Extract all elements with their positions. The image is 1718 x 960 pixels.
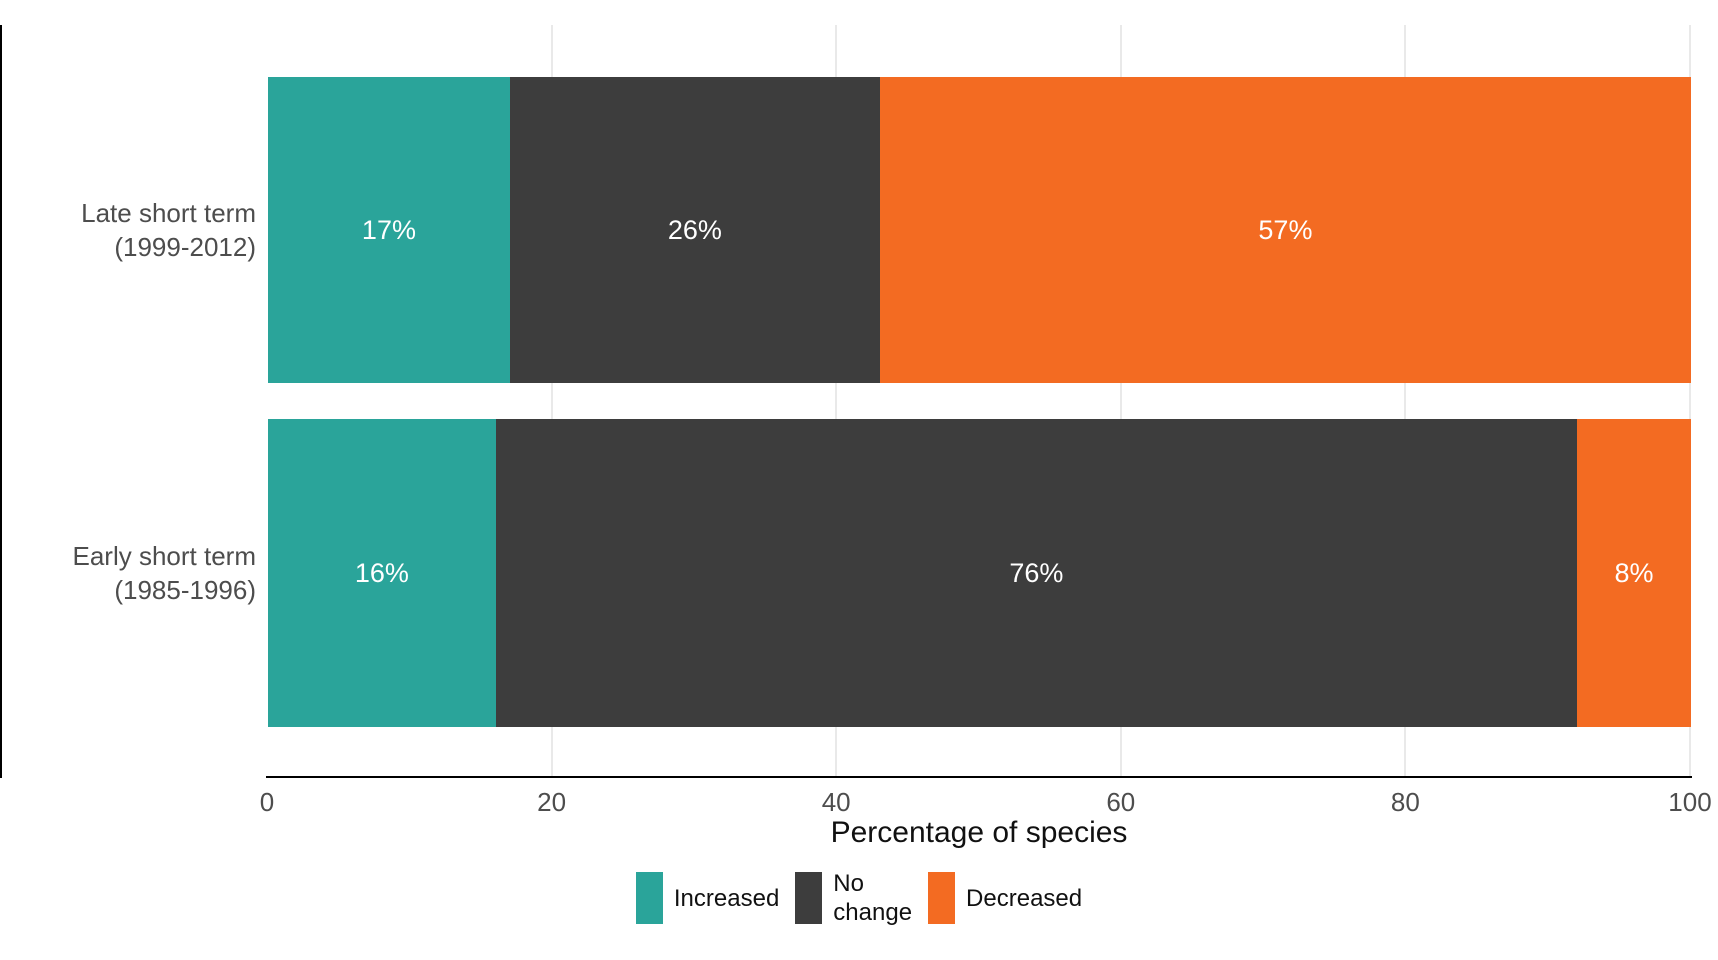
category-label-early-short-term: Early short term (1985-1996)	[72, 541, 257, 605]
bar-row-1: 16% 76% 8%	[268, 419, 1691, 727]
grid-line-20	[550, 25, 553, 778]
legend-item-label: Decreased	[966, 884, 1083, 912]
grid-line-100	[1689, 25, 1691, 778]
bar-segment: 57%	[879, 77, 1691, 383]
bar-segment: 17%	[268, 77, 510, 383]
bar-segment: 16%	[268, 419, 496, 727]
bar-segment: 76%	[495, 419, 1578, 727]
bar-segment-label: 16%	[354, 557, 409, 588]
x-tick-label-0: 0	[259, 787, 275, 817]
legend-item-increased: Increased	[635, 872, 780, 924]
legend: Increased No change Decreased	[0, 869, 1718, 927]
x-axis-title: Percentage of species	[830, 816, 1128, 849]
x-tick-label-40: 40	[821, 787, 851, 817]
bar-segment: 8%	[1577, 419, 1691, 727]
legend-item-label: Increased	[673, 884, 780, 912]
bar-segment-label: 76%	[1009, 557, 1064, 588]
x-axis-line	[266, 776, 1692, 778]
y-axis-line	[0, 25, 2, 778]
legend-swatch	[635, 872, 663, 924]
legend-item-label: No change	[833, 870, 913, 926]
bar-segment-label: 26%	[667, 214, 722, 245]
legend-item-no-change: No change	[795, 869, 912, 927]
grid-line-40	[835, 25, 838, 778]
x-tick-label-20: 20	[537, 787, 567, 817]
x-tick-label-60: 60	[1106, 787, 1136, 817]
bar-segment-label: 17%	[361, 214, 416, 245]
category-label-late-short-term: Late short term (1999-2012)	[81, 198, 256, 262]
bar-segment-label: 8%	[1614, 557, 1654, 588]
legend-swatch	[795, 872, 823, 924]
grid-line-80	[1404, 25, 1407, 778]
plot-panel: 17% 26% 57% 16% 76% 8%	[267, 25, 1691, 778]
legend-swatch	[928, 872, 956, 924]
bar-segment: 26%	[509, 77, 880, 383]
bar-segment-label: 57%	[1258, 214, 1313, 245]
x-tick-label-80: 80	[1390, 787, 1420, 817]
bar-row-0: 17% 26% 57%	[268, 77, 1691, 383]
grid-line-60	[1119, 25, 1122, 778]
x-tick-label-100: 100	[1668, 787, 1712, 817]
legend-item-decreased: Decreased	[928, 872, 1082, 924]
